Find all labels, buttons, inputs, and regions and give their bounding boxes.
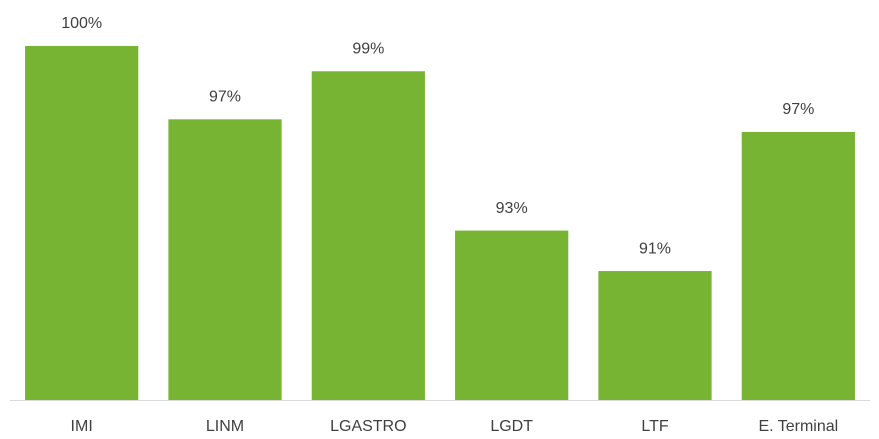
data-label: 97%	[782, 101, 814, 118]
data-label: 99%	[352, 41, 384, 58]
bar	[598, 271, 712, 400]
data-label: 93%	[496, 200, 528, 217]
x-tick-label: LGDT	[490, 418, 533, 435]
bar	[25, 46, 139, 400]
x-tick-label: LTF	[641, 418, 668, 435]
data-label: 91%	[639, 240, 671, 257]
data-label: 97%	[209, 89, 241, 106]
bar	[311, 71, 425, 401]
x-tick-label: LINM	[206, 418, 244, 435]
data-label: 100%	[61, 15, 102, 32]
bar	[168, 119, 282, 400]
bar	[455, 230, 569, 400]
x-tick-label: E. Terminal	[758, 418, 838, 435]
x-tick-label: IMI	[71, 418, 93, 435]
bar	[741, 131, 855, 400]
x-tick-label: LGASTRO	[330, 418, 406, 435]
